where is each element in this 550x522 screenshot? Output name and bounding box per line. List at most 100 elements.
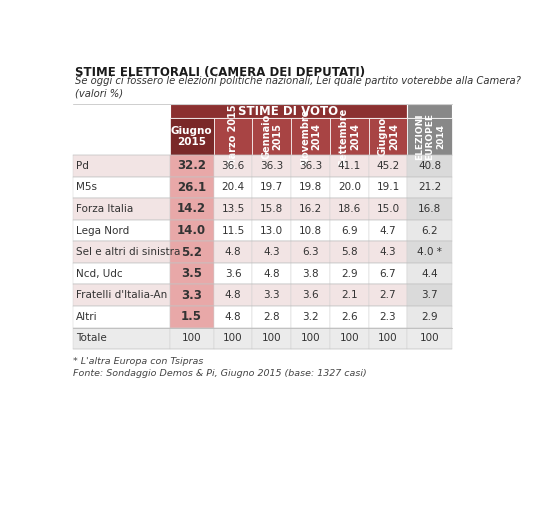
Text: 6.3: 6.3 [302, 247, 319, 257]
Bar [213, 284, 252, 306]
Bar [73, 263, 169, 284]
Text: 19.7: 19.7 [260, 182, 283, 193]
Text: 20.4: 20.4 [222, 182, 245, 193]
Bar [169, 155, 213, 176]
Bar [408, 220, 452, 241]
Bar [330, 198, 369, 220]
Bar [252, 241, 291, 263]
Text: 3.2: 3.2 [302, 312, 319, 322]
Text: 2.7: 2.7 [379, 290, 397, 300]
Text: 2.6: 2.6 [341, 312, 358, 322]
Text: 2.9: 2.9 [341, 269, 358, 279]
Text: 4.8: 4.8 [263, 269, 280, 279]
Text: 13.0: 13.0 [260, 226, 283, 235]
Bar [368, 155, 408, 176]
Bar [408, 198, 452, 220]
Bar [169, 241, 213, 263]
Bar [330, 284, 369, 306]
Text: 100: 100 [182, 334, 201, 343]
Text: 45.2: 45.2 [376, 161, 400, 171]
Text: 16.8: 16.8 [419, 204, 442, 214]
Text: 4.3: 4.3 [263, 247, 280, 257]
Bar [408, 284, 452, 306]
Bar [213, 176, 252, 198]
Text: Forza Italia: Forza Italia [76, 204, 133, 214]
Bar [252, 284, 291, 306]
Bar [330, 176, 369, 198]
Bar [213, 155, 252, 176]
Text: 26.1: 26.1 [177, 181, 206, 194]
Bar [252, 220, 291, 241]
Text: Sel e altri di sinistra: Sel e altri di sinistra [76, 247, 180, 257]
Bar [252, 198, 291, 220]
Text: 5.2: 5.2 [181, 245, 202, 258]
Text: 18.6: 18.6 [338, 204, 361, 214]
Text: 4.4: 4.4 [422, 269, 438, 279]
Text: 40.8: 40.8 [419, 161, 442, 171]
Bar [213, 263, 252, 284]
Text: 4.8: 4.8 [225, 247, 241, 257]
Text: 100: 100 [420, 334, 439, 343]
Text: ELEZIONI
EUROPEE
2014: ELEZIONI EUROPEE 2014 [415, 113, 445, 160]
Text: Settembre
2014: Settembre 2014 [338, 108, 360, 165]
Text: 100: 100 [378, 334, 398, 343]
Bar [73, 176, 169, 198]
Bar [330, 155, 369, 176]
Text: 13.5: 13.5 [222, 204, 245, 214]
Bar [368, 306, 408, 327]
Text: 16.2: 16.2 [299, 204, 322, 214]
Bar [169, 263, 213, 284]
Bar [330, 118, 369, 155]
Bar [213, 198, 252, 220]
Bar [408, 118, 452, 155]
Text: 10.8: 10.8 [299, 226, 322, 235]
Bar [368, 241, 408, 263]
Text: 20.0: 20.0 [338, 182, 361, 193]
Bar [213, 220, 252, 241]
Text: 6.9: 6.9 [341, 226, 358, 235]
Text: 4.0 *: 4.0 * [417, 247, 442, 257]
Text: Lega Nord: Lega Nord [76, 226, 129, 235]
Text: 15.0: 15.0 [377, 204, 400, 214]
Bar [368, 284, 408, 306]
Text: * L'altra Europa con Tsipras: * L'altra Europa con Tsipras [73, 357, 203, 366]
Bar [368, 263, 408, 284]
Bar [330, 220, 369, 241]
Text: 41.1: 41.1 [338, 161, 361, 171]
Bar [73, 220, 169, 241]
Bar [408, 155, 452, 176]
Text: 1.5: 1.5 [181, 310, 202, 323]
Text: Marzo 2015: Marzo 2015 [228, 105, 238, 169]
Bar [73, 198, 169, 220]
Bar [330, 263, 369, 284]
Text: Fonte: Sondaggio Demos & Pi, Giugno 2015 (base: 1327 casi): Fonte: Sondaggio Demos & Pi, Giugno 2015… [73, 369, 366, 378]
Text: Fratelli d'Italia-An: Fratelli d'Italia-An [76, 290, 167, 300]
Text: 3.8: 3.8 [302, 269, 319, 279]
Text: 2.8: 2.8 [263, 312, 280, 322]
Bar [252, 263, 291, 284]
Bar [169, 176, 213, 198]
Bar [213, 118, 252, 155]
Bar [291, 118, 330, 155]
Text: M5s: M5s [76, 182, 97, 193]
Text: 4.8: 4.8 [225, 290, 241, 300]
Bar [330, 241, 369, 263]
Text: 3.6: 3.6 [302, 290, 319, 300]
Text: 6.7: 6.7 [379, 269, 397, 279]
Text: Totale: Totale [76, 334, 107, 343]
Text: Giugno
2015: Giugno 2015 [170, 126, 212, 147]
Bar [368, 176, 408, 198]
Text: 100: 100 [262, 334, 282, 343]
Bar [73, 241, 169, 263]
Text: 100: 100 [339, 334, 359, 343]
Text: 3.7: 3.7 [422, 290, 438, 300]
Bar [73, 306, 169, 327]
Bar [408, 327, 452, 349]
Bar [213, 241, 252, 263]
Bar [291, 327, 330, 349]
Text: 21.2: 21.2 [419, 182, 442, 193]
Bar [291, 198, 330, 220]
Text: 2.1: 2.1 [341, 290, 358, 300]
Bar [291, 284, 330, 306]
Text: 3.3: 3.3 [263, 290, 280, 300]
